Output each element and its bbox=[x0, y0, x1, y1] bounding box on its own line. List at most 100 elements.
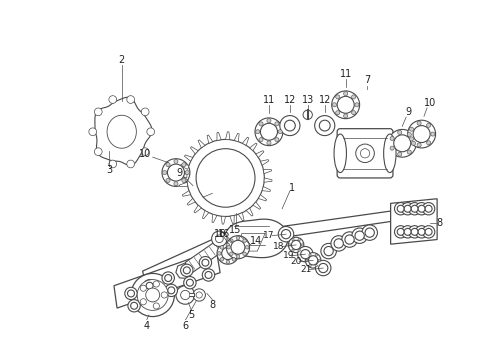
Text: 9: 9 bbox=[405, 108, 412, 117]
Circle shape bbox=[319, 120, 330, 131]
Circle shape bbox=[205, 271, 212, 278]
Circle shape bbox=[187, 139, 264, 216]
Circle shape bbox=[352, 228, 368, 243]
Polygon shape bbox=[176, 264, 191, 278]
Circle shape bbox=[418, 228, 425, 235]
Circle shape bbox=[161, 292, 168, 298]
Circle shape bbox=[427, 141, 431, 145]
Circle shape bbox=[243, 239, 246, 243]
Circle shape bbox=[236, 236, 240, 240]
Polygon shape bbox=[187, 198, 195, 205]
Text: 16: 16 bbox=[214, 229, 226, 239]
Circle shape bbox=[256, 130, 260, 134]
Circle shape bbox=[301, 244, 303, 246]
Polygon shape bbox=[261, 159, 269, 165]
Circle shape bbox=[281, 230, 291, 239]
Circle shape bbox=[397, 205, 404, 212]
Circle shape bbox=[212, 231, 227, 247]
Text: 10: 10 bbox=[424, 98, 436, 108]
Polygon shape bbox=[181, 165, 189, 170]
Circle shape bbox=[193, 289, 205, 301]
Circle shape bbox=[394, 135, 411, 152]
Circle shape bbox=[174, 159, 178, 163]
Circle shape bbox=[397, 228, 404, 235]
Circle shape bbox=[343, 114, 348, 118]
Circle shape bbox=[278, 226, 294, 242]
Text: 8: 8 bbox=[209, 300, 216, 310]
Circle shape bbox=[342, 232, 357, 247]
Polygon shape bbox=[246, 208, 253, 216]
Text: 10: 10 bbox=[139, 149, 151, 159]
Circle shape bbox=[181, 291, 190, 300]
Circle shape bbox=[216, 235, 223, 243]
Circle shape bbox=[149, 294, 156, 302]
Circle shape bbox=[199, 256, 212, 269]
Circle shape bbox=[305, 253, 321, 268]
Circle shape bbox=[140, 299, 147, 305]
Polygon shape bbox=[243, 137, 249, 145]
Text: 19: 19 bbox=[283, 251, 294, 260]
Polygon shape bbox=[194, 205, 201, 213]
Circle shape bbox=[220, 258, 223, 261]
Text: 3: 3 bbox=[106, 165, 112, 175]
Circle shape bbox=[176, 286, 195, 304]
Circle shape bbox=[232, 258, 236, 261]
Circle shape bbox=[345, 235, 354, 244]
Circle shape bbox=[301, 249, 310, 259]
Polygon shape bbox=[262, 186, 270, 192]
Circle shape bbox=[288, 237, 304, 253]
Circle shape bbox=[231, 240, 245, 254]
Circle shape bbox=[410, 137, 414, 141]
Text: 6: 6 bbox=[182, 321, 188, 331]
Text: 20: 20 bbox=[291, 257, 302, 266]
Circle shape bbox=[95, 148, 102, 156]
Circle shape bbox=[183, 267, 190, 274]
Circle shape bbox=[390, 146, 394, 150]
Circle shape bbox=[162, 272, 174, 284]
Circle shape bbox=[196, 292, 202, 298]
Text: 12: 12 bbox=[318, 95, 331, 105]
Circle shape bbox=[267, 141, 271, 145]
Circle shape bbox=[404, 228, 411, 235]
Circle shape bbox=[351, 95, 356, 99]
Circle shape bbox=[275, 138, 279, 142]
Polygon shape bbox=[185, 155, 193, 161]
Circle shape bbox=[289, 244, 291, 246]
Circle shape bbox=[181, 264, 193, 276]
Circle shape bbox=[404, 205, 411, 212]
Circle shape bbox=[297, 247, 313, 262]
Circle shape bbox=[410, 127, 414, 131]
Circle shape bbox=[336, 95, 340, 99]
Polygon shape bbox=[182, 191, 191, 196]
Circle shape bbox=[109, 96, 117, 103]
Polygon shape bbox=[179, 174, 187, 178]
Circle shape bbox=[309, 265, 311, 267]
Circle shape bbox=[417, 121, 421, 125]
Polygon shape bbox=[256, 150, 264, 157]
Circle shape bbox=[128, 300, 140, 312]
Circle shape bbox=[416, 203, 428, 215]
Circle shape bbox=[315, 254, 318, 256]
Circle shape bbox=[260, 123, 277, 140]
Circle shape bbox=[334, 239, 343, 248]
Circle shape bbox=[417, 143, 421, 147]
Text: 4: 4 bbox=[144, 321, 149, 331]
Circle shape bbox=[185, 171, 189, 175]
Circle shape bbox=[255, 118, 283, 145]
Circle shape bbox=[146, 288, 160, 302]
Circle shape bbox=[235, 252, 238, 255]
Circle shape bbox=[243, 252, 246, 256]
Circle shape bbox=[394, 203, 407, 215]
Circle shape bbox=[409, 203, 421, 215]
Circle shape bbox=[298, 249, 300, 251]
Circle shape bbox=[184, 276, 196, 289]
Circle shape bbox=[413, 126, 430, 143]
Circle shape bbox=[355, 103, 359, 107]
Circle shape bbox=[356, 144, 374, 163]
Circle shape bbox=[147, 292, 159, 304]
Circle shape bbox=[230, 239, 233, 243]
Text: 11: 11 bbox=[340, 69, 352, 79]
Circle shape bbox=[127, 96, 135, 103]
Polygon shape bbox=[238, 213, 244, 221]
Polygon shape bbox=[230, 216, 234, 224]
